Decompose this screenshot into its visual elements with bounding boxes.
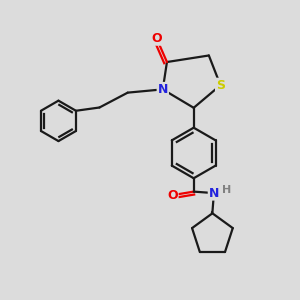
Text: N: N xyxy=(158,83,168,96)
Text: N: N xyxy=(209,187,219,200)
Text: H: H xyxy=(222,185,231,195)
Text: O: O xyxy=(167,189,178,202)
Text: O: O xyxy=(151,32,162,45)
Text: S: S xyxy=(216,79,225,92)
